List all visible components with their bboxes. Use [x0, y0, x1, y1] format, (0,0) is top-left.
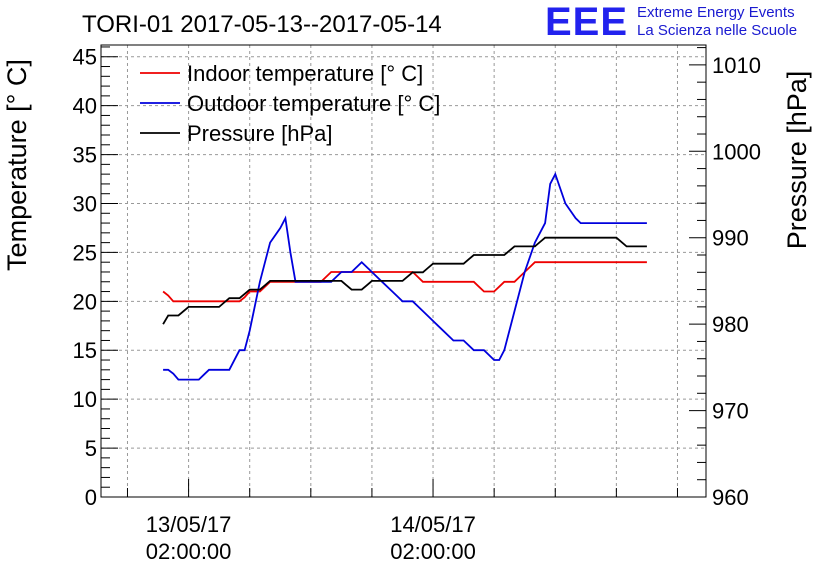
series-line-outdoor-temperature-c: [163, 171, 647, 381]
series-line-pressure-hpa: [162, 236, 647, 325]
eee-brand: EEE Extreme Energy Events La Scienza nel…: [545, 2, 835, 42]
y-tick-label: 30: [73, 191, 97, 216]
y-tick-label: 25: [73, 240, 97, 265]
y-tick-label: 0: [85, 485, 97, 510]
y2-tick-label: 970: [712, 399, 749, 424]
y-axis-label: Temperature [° C]: [2, 59, 32, 271]
x-tick-label-date: 13/05/17: [146, 512, 232, 537]
y-tick-label: 15: [73, 338, 97, 363]
y-tick-label: 35: [73, 143, 97, 168]
x-tick-label-date: 14/05/17: [390, 512, 476, 537]
y2-tick-label: 960: [712, 485, 749, 510]
y2-tick-label: 990: [712, 226, 749, 251]
legend-entry: Outdoor temperature [° C]: [187, 91, 440, 116]
y-tick-label: 40: [73, 94, 97, 119]
plot-frame: [100, 44, 707, 498]
y2-tick-label: 980: [712, 312, 749, 337]
x-tick-label-time: 02:00:00: [390, 539, 476, 564]
series-lines: [162, 171, 647, 381]
brand-line-1: Extreme Energy Events: [637, 4, 795, 21]
y2-tick-label: 1000: [712, 139, 761, 164]
y2-axis-label: Pressure [hPa]: [782, 71, 812, 250]
y-tick-label: 20: [73, 289, 97, 314]
axes: 0 5 10 15 20 25 30 35 40 45 960 970 980 990 1000 1010 13…: [73, 45, 761, 564]
y-tick-label: 5: [85, 436, 97, 461]
y-tick-label: 10: [73, 387, 97, 412]
y2-tick-label: 1010: [712, 53, 761, 78]
x-tick-label-time: 02:00:00: [146, 539, 232, 564]
chart-title: TORI-01 2017-05-13--2017-05-14: [82, 11, 442, 38]
series-line-indoor-temperature-c: [162, 261, 647, 303]
legend-entry: Pressure [hPa]: [187, 121, 333, 146]
legend-entry: Indoor temperature [° C]: [187, 61, 423, 86]
eee-logo: EEE: [545, 0, 629, 44]
brand-line-2: La Scienza nelle Scuole: [637, 22, 798, 39]
y-tick-label: 45: [73, 45, 97, 70]
legend: Indoor temperature [° C] Outdoor temperat…: [140, 61, 440, 146]
